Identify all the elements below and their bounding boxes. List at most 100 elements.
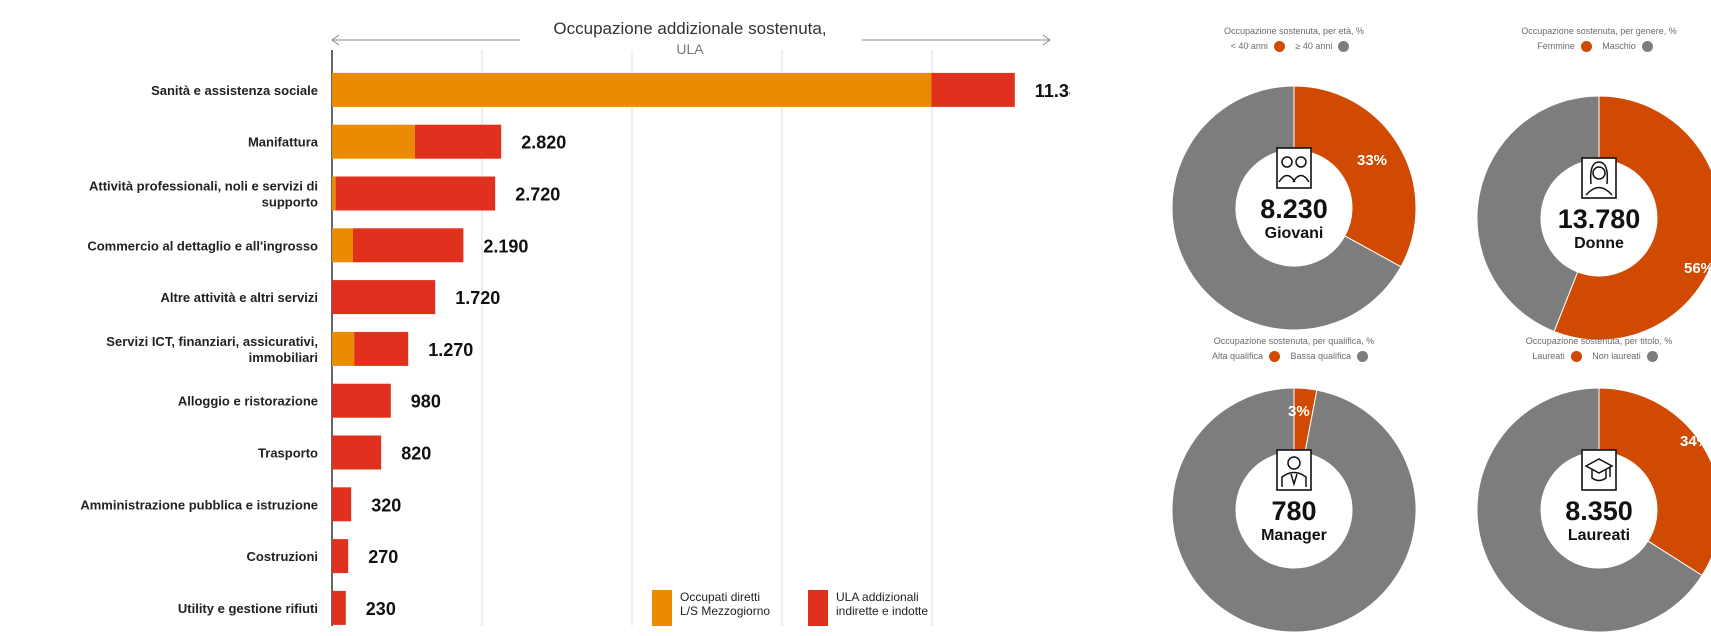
donut-center: 13.780 Donne xyxy=(1534,204,1664,254)
donut-title: Occupazione sostenuta, per qualifica, % xyxy=(1213,336,1375,346)
legend-label-b: Maschio xyxy=(1602,41,1636,51)
bar-segment-indirect xyxy=(353,228,464,263)
bar-value-label: 2.190 xyxy=(483,236,528,256)
legend-label-b: Bassa qualifica xyxy=(1290,351,1352,361)
donut-center-label: Laureati xyxy=(1567,527,1631,544)
donut-center-value: 780 xyxy=(1271,496,1317,526)
legend-label-indirect-2: indirette e indotte xyxy=(836,604,929,618)
bar-segment-direct xyxy=(332,124,415,159)
donut-value-label: 34% xyxy=(1680,433,1711,450)
legend-swatch-direct xyxy=(652,590,672,626)
woman-icon xyxy=(1581,157,1617,199)
category-label: Alloggio e ristorazione xyxy=(178,394,318,409)
legend-label-b: ≥ 40 anni xyxy=(1295,41,1333,51)
bar-segment-indirect xyxy=(414,124,502,159)
legend-dot-orange xyxy=(1570,351,1582,363)
donut-slice-highlight xyxy=(1293,85,1417,268)
donut-center: 8.350 Laureati xyxy=(1534,496,1664,546)
bar-segment-indirect xyxy=(354,331,409,366)
donut-panel-eta: Occupazione sostenuta, per età, % < 40 a… xyxy=(1144,26,1444,331)
legend-dot-orange xyxy=(1268,351,1280,363)
legend-label-a: Alta qualifica xyxy=(1211,351,1263,361)
donut-value-label: 33% xyxy=(1357,152,1388,169)
legend-item-direct: Occupati diretti L/S Mezzogiorno xyxy=(652,590,770,626)
category-label: Manifattura xyxy=(248,135,319,150)
donut-chart-qualifica xyxy=(1171,387,1417,633)
bar-value-label: 2.720 xyxy=(515,185,560,205)
bar-value-label: 1.720 xyxy=(455,288,500,308)
legend-dot-gray xyxy=(1646,351,1658,363)
legend-label-a: < 40 anni xyxy=(1230,41,1268,51)
legend-label-direct-2: L/S Mezzogiorno xyxy=(680,604,771,618)
bar-segment-indirect xyxy=(332,435,382,470)
legend-label-indirect-1: ULA addizionali xyxy=(836,590,919,604)
category-label: Amministrazione pubblica e istruzione xyxy=(80,497,318,512)
category-label: Trasporto xyxy=(258,446,318,461)
bar-value-label: 320 xyxy=(371,495,401,515)
donut-legend: < 40 anni ≥ 40 anni xyxy=(1144,41,1444,53)
category-label: supporto xyxy=(262,195,318,210)
bar-value-label: 230 xyxy=(366,599,396,619)
bar-segment-direct xyxy=(332,72,932,107)
bar-segment-indirect xyxy=(332,487,352,522)
donut-legend: Laureati Non laureati xyxy=(1449,351,1711,363)
category-label: Costruzioni xyxy=(247,549,319,564)
bar-segment-direct xyxy=(332,176,336,211)
donut-chart-genere xyxy=(1476,95,1711,341)
category-label: immobiliari xyxy=(249,350,318,365)
donut-value-label: 3% xyxy=(1288,403,1310,420)
donut-center: 780 Manager xyxy=(1229,496,1359,546)
legend-dot-gray xyxy=(1338,41,1350,53)
donut-center-value: 8.350 xyxy=(1565,496,1633,526)
young-people-icon xyxy=(1276,147,1312,189)
arrow-right-icon xyxy=(1042,34,1051,46)
bar-segment-indirect xyxy=(332,383,391,418)
donut-center-label: Giovani xyxy=(1264,225,1324,242)
legend-label-direct-1: Occupati diretti xyxy=(680,590,761,604)
category-label: Altre attività e altri servizi xyxy=(160,290,318,305)
donut-title: Occupazione sostenuta, per titolo, % xyxy=(1525,336,1673,346)
category-label: Servizi ICT, finanziari, assicurativi, xyxy=(106,334,318,349)
donut-title: Occupazione sostenuta, per età, % xyxy=(1223,26,1365,36)
legend-dot-orange xyxy=(1273,41,1285,53)
bar-segment-indirect xyxy=(332,280,436,315)
donut-center-label: Donne xyxy=(1574,235,1624,252)
bar-value-label: 11.380 xyxy=(1035,81,1070,101)
donut-slice-rest xyxy=(1171,387,1417,633)
donut-panel-titolo: Occupazione sostenuta, per titolo, % Lau… xyxy=(1449,336,1711,636)
donut-slice-highlight xyxy=(1598,387,1711,577)
bar-chart: Occupazione addizionale sostenuta, ULA 11.… xyxy=(80,19,1070,626)
chart-subtitle: ULA xyxy=(676,41,704,57)
donut-center: 8.230 Giovani xyxy=(1229,194,1359,244)
donut-center-value: 13.780 xyxy=(1557,204,1641,234)
bar-value-label: 270 xyxy=(368,547,398,567)
donut-slice-rest xyxy=(1476,95,1600,333)
bar-segment-direct xyxy=(332,331,355,366)
legend-label-b: Non laureati xyxy=(1592,351,1641,361)
legend-dot-gray xyxy=(1357,351,1369,363)
category-label: Attività professionali, noli e servizi d… xyxy=(89,179,318,194)
bar-segment-indirect xyxy=(332,539,349,574)
donut-chart-eta xyxy=(1171,85,1417,331)
donut-slice-rest xyxy=(1171,85,1402,331)
bar-segment-indirect xyxy=(931,72,1015,107)
donut-legend: Femmine Maschio xyxy=(1449,41,1711,53)
chart-title: Occupazione addizionale sostenuta, xyxy=(553,19,826,38)
manager-icon xyxy=(1276,449,1312,491)
category-label: Utility e gestione rifiuti xyxy=(178,601,318,616)
legend-swatch-indirect xyxy=(808,590,828,626)
bar-value-label: 1.270 xyxy=(428,340,473,360)
legend-item-indirect: ULA addizionali indirette e indotte xyxy=(808,590,928,626)
donut-center-value: 8.230 xyxy=(1260,194,1328,224)
donut-title: Occupazione sostenuta, per genere, % xyxy=(1521,26,1677,36)
bar-value-label: 980 xyxy=(411,392,441,412)
category-label: Commercio al dettaglio e all'ingrosso xyxy=(87,238,318,253)
bar-value-label: 820 xyxy=(401,444,431,464)
bar-segment-direct xyxy=(332,228,353,263)
bar-segment-indirect xyxy=(332,590,346,625)
legend-dot-orange xyxy=(1580,41,1592,53)
bar-value-label: 2.820 xyxy=(521,133,566,153)
donut-panel-qualifica: Occupazione sostenuta, per qualifica, % … xyxy=(1144,336,1444,636)
donut-slice-highlight xyxy=(1553,95,1711,341)
donut-value-label: 56% xyxy=(1684,260,1711,277)
